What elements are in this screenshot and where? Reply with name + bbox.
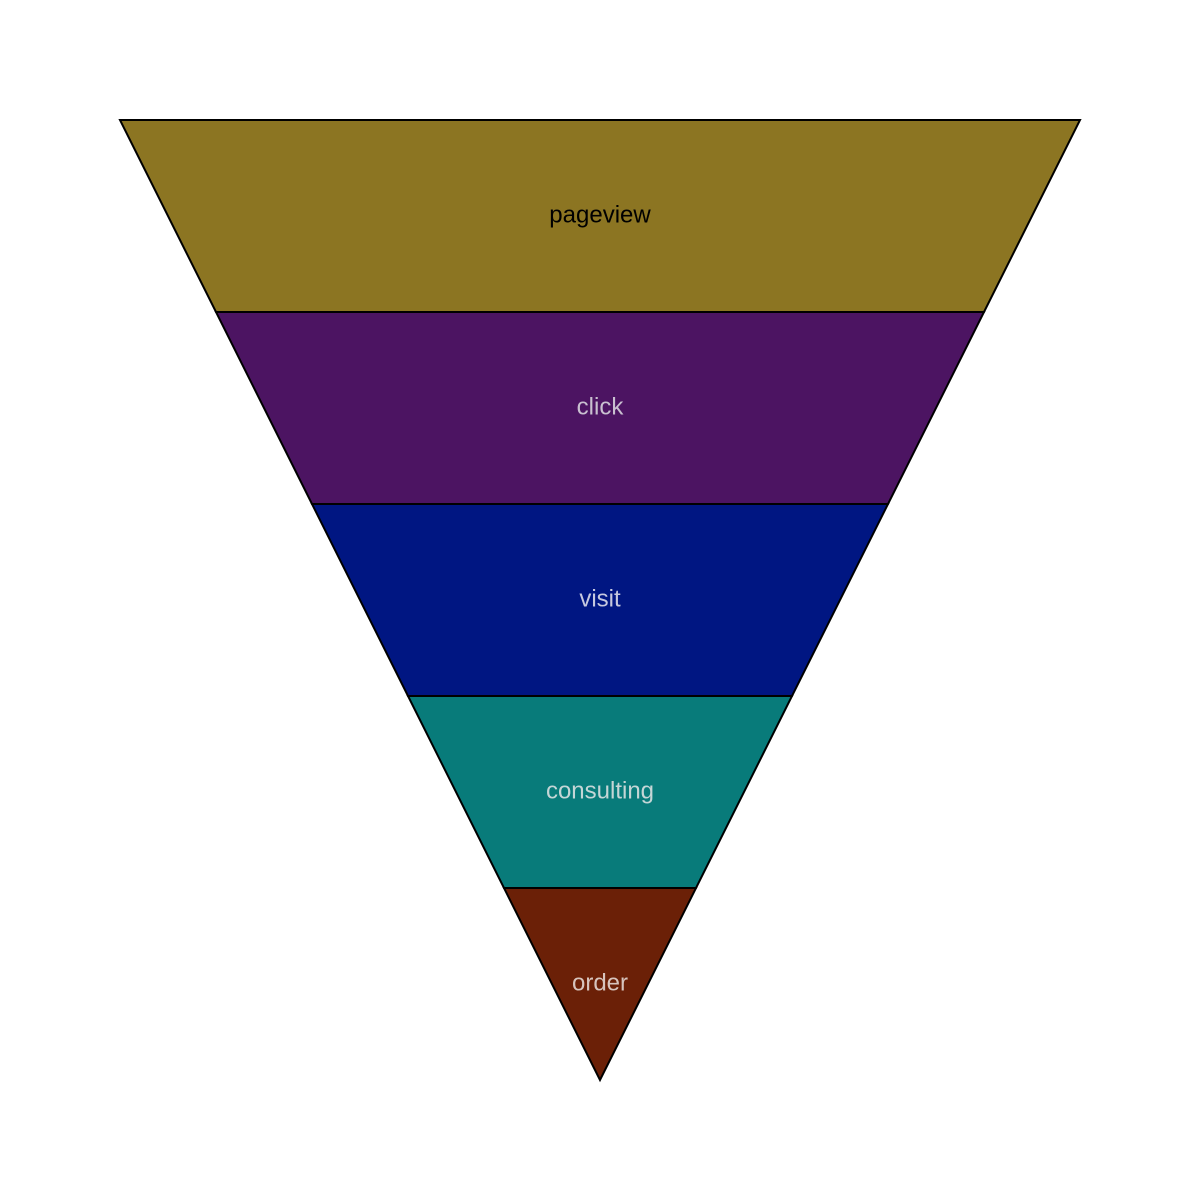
funnel-stage-label-order: order [572, 969, 628, 996]
funnel-stage-label-pageview: pageview [549, 201, 651, 228]
funnel-stage-label-consulting: consulting [546, 777, 654, 804]
funnel-stage-label-click: click [577, 393, 625, 420]
funnel-stage-label-visit: visit [579, 585, 621, 612]
